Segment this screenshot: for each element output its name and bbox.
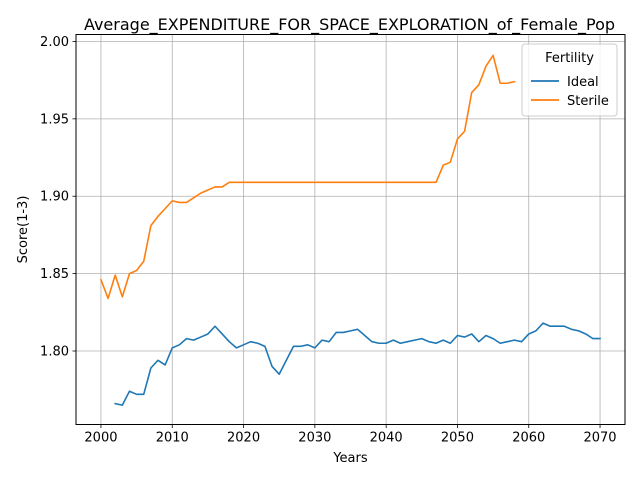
legend: Fertility Ideal Sterile	[521, 43, 618, 117]
series-lines	[99, 54, 601, 406]
x-tick-label: 2040	[370, 431, 403, 446]
legend-title: Fertility	[545, 51, 594, 66]
legend-box	[521, 43, 618, 117]
x-tick-label: 2030	[298, 431, 331, 446]
x-tick-label: 2010	[156, 431, 189, 446]
y-tick-label: 2.00	[40, 35, 69, 50]
chart-title: Average_EXPENDITURE_FOR_SPACE_EXPLORATIO…	[84, 15, 615, 35]
series-line-sterile	[99, 54, 516, 300]
y-tick-label: 1.95	[40, 112, 69, 127]
y-tick-label: 1.90	[40, 190, 69, 205]
x-axis-ticks: 2000 2010 2020 2030 2040 2050 2060 2070	[84, 424, 617, 446]
plot-frame	[75, 34, 626, 425]
legend-label-ideal: Ideal	[567, 75, 599, 90]
x-tick-label: 2050	[441, 431, 474, 446]
series-line-ideal	[114, 322, 601, 406]
y-tick-label: 1.85	[40, 267, 69, 282]
x-tick-label: 2000	[84, 431, 117, 446]
x-axis-label: Years	[332, 451, 368, 466]
y-axis-label: Score(1-3)	[16, 196, 31, 264]
x-tick-label: 2020	[227, 431, 260, 446]
x-tick-label: 2070	[583, 431, 616, 446]
y-tick-label: 1.80	[40, 344, 69, 359]
y-axis-ticks: 1.80 1.85 1.90 1.95 2.00	[40, 35, 76, 359]
legend-label-sterile: Sterile	[567, 94, 609, 109]
x-tick-label: 2060	[512, 431, 545, 446]
